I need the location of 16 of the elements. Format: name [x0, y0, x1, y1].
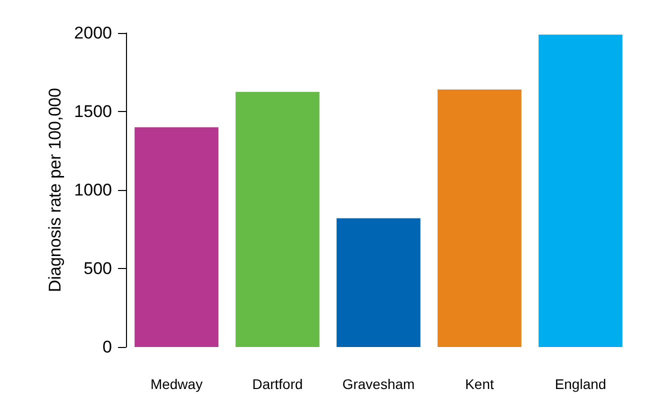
y-tick-label: 2000	[74, 24, 112, 42]
y-tick-label: 0	[102, 338, 112, 356]
bar	[134, 127, 218, 347]
y-tick-label: 500	[84, 259, 112, 278]
y-axis-title: Diagnosis rate per 100,000	[45, 88, 64, 292]
bar	[236, 92, 320, 347]
x-tick-label: England	[554, 376, 606, 392]
bar	[336, 218, 420, 347]
y-tick-label: 1500	[74, 102, 112, 121]
x-tick-label: Medway	[150, 376, 203, 392]
x-tick-label: Gravesham	[342, 376, 415, 392]
bar	[538, 34, 622, 347]
y-tick-label: 1000	[74, 180, 112, 200]
x-tick-label: Kent	[465, 376, 494, 392]
x-tick-label: Dartford	[252, 376, 303, 392]
bar	[438, 90, 522, 347]
